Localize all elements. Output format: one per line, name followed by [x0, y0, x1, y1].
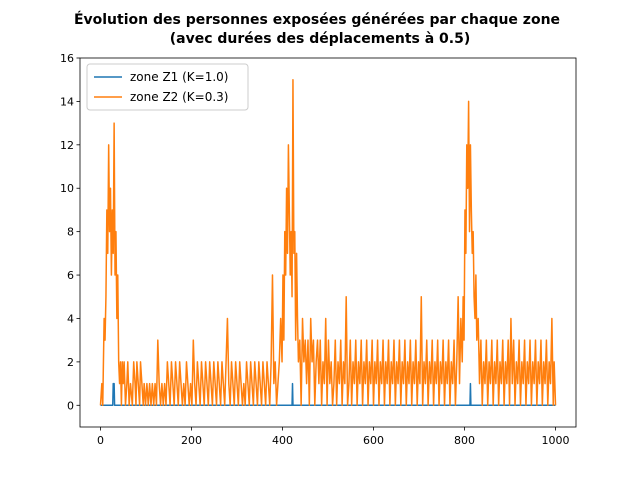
x-tick-label: 1000: [542, 434, 570, 447]
series-line-2: [99, 78, 557, 407]
y-tick-label: 4: [67, 312, 74, 325]
y-tick-label: 8: [67, 226, 74, 239]
legend-box: [86, 63, 249, 111]
legend-label-1: zone Z1 (K=1.0): [130, 70, 228, 84]
x-tick-label: 400: [272, 434, 293, 447]
y-tick-label: 2: [67, 356, 74, 369]
x-tick-label: 200: [181, 434, 202, 447]
y-tick-label: 0: [67, 399, 74, 412]
plot-frame: [79, 57, 577, 428]
series-line-1: [100, 382, 556, 407]
y-tick-label: 10: [60, 182, 74, 195]
x-tick-label: 600: [363, 434, 384, 447]
legend: zone Z1 (K=1.0) zone Z2 (K=0.3): [86, 63, 249, 111]
y-tick-label: 12: [60, 139, 74, 152]
chart-title-line-1: Évolution des personnes exposées générée…: [74, 11, 560, 28]
series-layer: [99, 78, 557, 407]
legend-label-2: zone Z2 (K=0.3): [130, 90, 228, 104]
y-tick-label: 6: [67, 269, 74, 282]
x-tick-label: 800: [454, 434, 475, 447]
chart-title-line-2: (avec durées des déplacements à 0.5): [170, 31, 471, 47]
x-tick-label: 0: [97, 434, 104, 447]
y-tick-label: 16: [60, 52, 74, 65]
y-tick-label: 14: [60, 95, 74, 108]
axes-layer: [79, 57, 577, 428]
ticks-layer: 0 200 400 600 800 1000 0 2 4 6 8 10 12 14 16: [60, 52, 570, 447]
